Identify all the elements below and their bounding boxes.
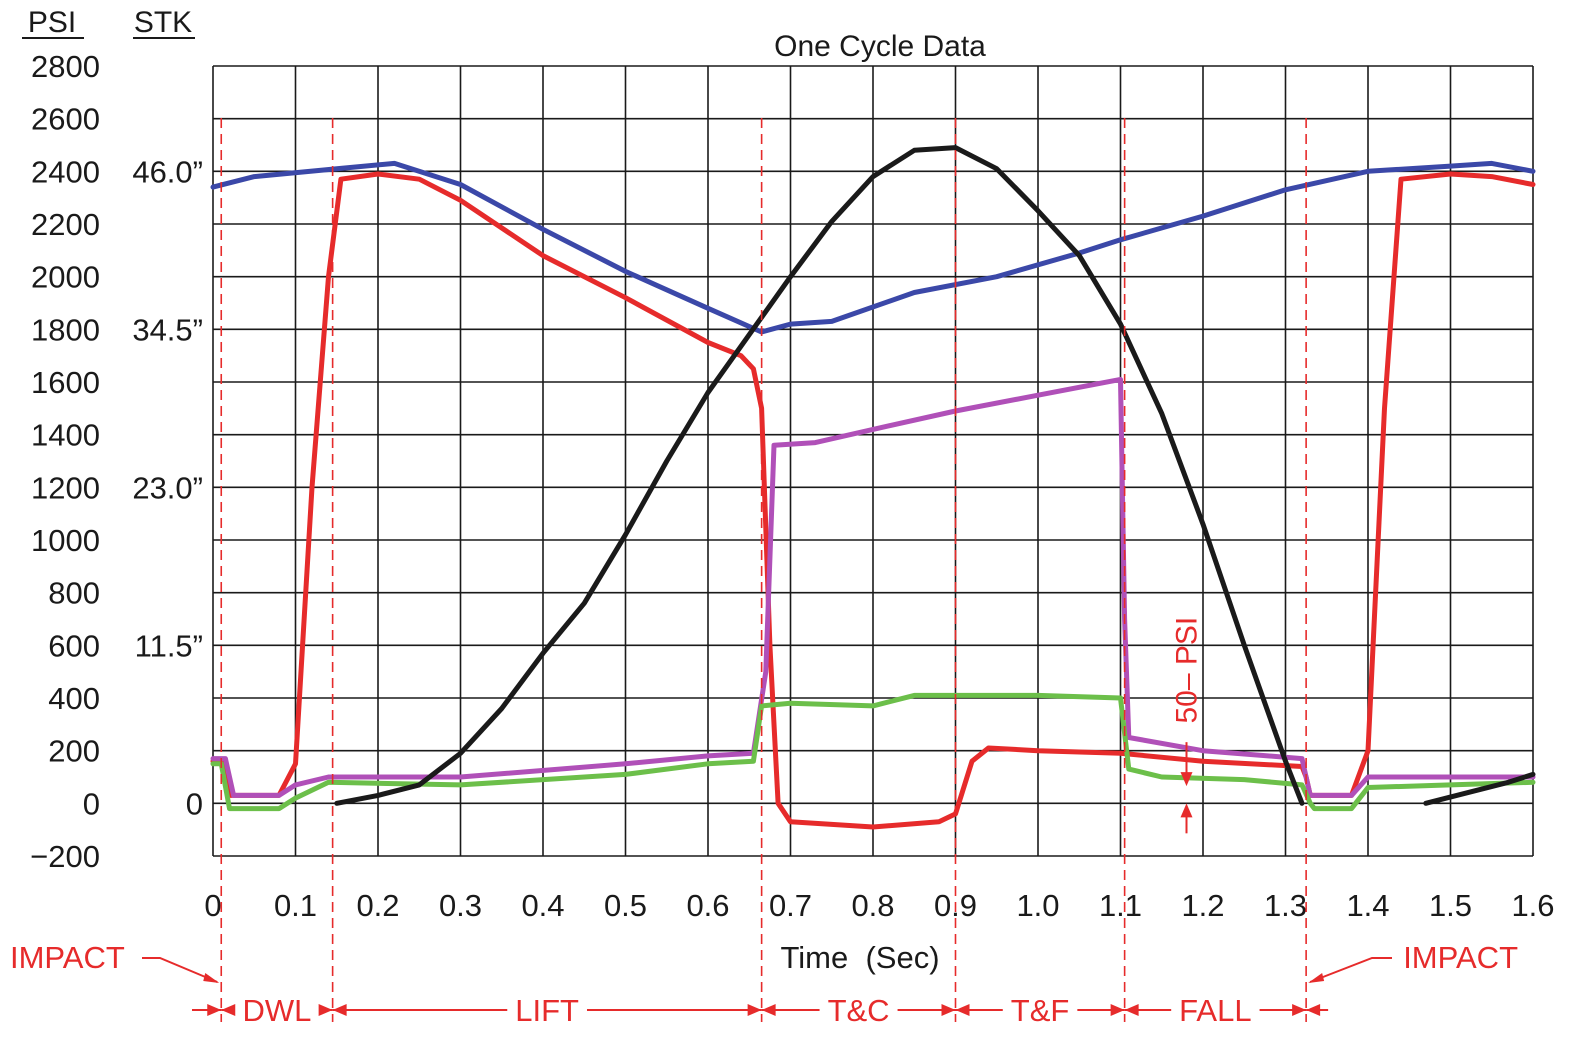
psi-axis-header: PSI <box>28 6 76 39</box>
phase-arrow-end-0 <box>318 1004 333 1016</box>
impact-left-arrowhead <box>203 973 220 983</box>
stk-header: STK <box>133 6 195 39</box>
psi-tick-label: 1200 <box>31 470 100 505</box>
series-line-3 <box>210 692 1536 812</box>
stk-tick-label: 0 <box>186 786 203 821</box>
phase-arrow-start-3 <box>955 1004 970 1016</box>
impact-right-arrow <box>1309 957 1392 983</box>
x-tick-label: 0.7 <box>769 888 812 923</box>
x-tick-label: 0.1 <box>274 888 317 923</box>
phase-arrow-start-1 <box>332 1004 347 1016</box>
phase-arrow-start-4 <box>1124 1004 1139 1016</box>
phase-arrow-start-2 <box>761 1004 776 1016</box>
psi-tick-label: 2800 <box>31 49 100 84</box>
psi-band-label: 50– PSI <box>1171 617 1204 724</box>
stk-tick-labels: 46.0” 34.5” 23.0” 11.5” 0 <box>132 154 203 821</box>
psi-tick-label: 1800 <box>31 312 100 347</box>
impact-left-tick-arrow <box>207 1004 222 1016</box>
psi-tick-label: 800 <box>48 576 100 611</box>
psi-tick-label: 2200 <box>31 207 100 242</box>
phase-label: T&C <box>828 993 890 1028</box>
x-tick-label: 0 <box>204 888 221 923</box>
phase-boundary-lines <box>220 118 1307 1022</box>
psi-band-annotation: 50– PSI <box>1171 617 1204 834</box>
x-tick-label: 1.3 <box>1264 888 1307 923</box>
psi-tick-label: 200 <box>48 734 100 769</box>
impact-left-arrow <box>142 957 218 983</box>
x-tick-label: 1.0 <box>1016 888 1059 923</box>
x-tick-label: 0.8 <box>851 888 894 923</box>
phase-arrow-end-3 <box>1110 1004 1125 1016</box>
phase-label: LIFT <box>515 993 579 1028</box>
x-tick-label: 0.5 <box>604 888 647 923</box>
x-tick-label: 1.2 <box>1181 888 1224 923</box>
impact-left-label: IMPACT <box>10 940 125 975</box>
phase-arrow-start-0 <box>221 1004 236 1016</box>
psi-band-upper-arrow <box>1180 772 1193 787</box>
x-tick-label: 0.2 <box>356 888 399 923</box>
psi-tick-label: 1400 <box>31 418 100 453</box>
impact-right-annotation: IMPACT <box>1308 940 1518 983</box>
psi-tick-label: 1600 <box>31 365 100 400</box>
x-tick-label: 0.6 <box>686 888 729 923</box>
grid <box>212 65 1534 857</box>
phase-label: T&F <box>1011 993 1070 1028</box>
impact-right-tick-arrow <box>1306 1004 1321 1016</box>
chart-title: One Cycle Data <box>774 30 986 63</box>
phase-arrow-end-1 <box>747 1004 762 1016</box>
psi-tick-label: 2600 <box>31 102 100 137</box>
psi-tick-label: 0 <box>83 786 100 821</box>
stk-tick-label: 11.5” <box>135 628 203 663</box>
series-line-4 <box>334 145 1305 806</box>
stk-tick-label: 34.5” <box>132 312 203 347</box>
psi-tick-label: 2400 <box>31 154 100 189</box>
stk-tick-label: 23.0” <box>132 470 203 505</box>
x-tick-labels: 0 0.1 0.2 0.3 0.4 0.5 0.6 0.7 0.8 0.9 1.0 1.1 1.2 1.3… <box>204 888 1554 923</box>
psi-tick-label: 600 <box>48 628 100 663</box>
x-tick-label: 1.6 <box>1511 888 1554 923</box>
series-lines <box>210 145 1536 830</box>
psi-tick-label: 400 <box>48 681 100 716</box>
phase-arrow-end-2 <box>941 1004 956 1016</box>
impact-right-arrowhead <box>1308 973 1325 983</box>
psi-tick-label: 1000 <box>31 523 100 558</box>
phase-label: FALL <box>1179 993 1251 1028</box>
impact-left-annotation: IMPACT <box>10 940 220 983</box>
psi-header: PSI <box>22 6 84 39</box>
stk-axis-header: STK <box>134 6 192 39</box>
x-tick-label: 0.3 <box>439 888 482 923</box>
x-tick-label: 1.5 <box>1429 888 1472 923</box>
phase-bar: DWL LIFT T&C T&F FALL <box>192 993 1329 1028</box>
psi-tick-label: −200 <box>30 839 100 874</box>
series-line-5 <box>1423 771 1536 806</box>
phase-label: DWL <box>242 993 311 1028</box>
x-tick-label: 1.1 <box>1099 888 1142 923</box>
series-line-2 <box>210 376 1536 798</box>
x-axis-label: Time (Sec) <box>780 940 939 975</box>
impact-right-label: IMPACT <box>1403 940 1518 975</box>
psi-tick-labels: 2800260024002200200018001600140012001000… <box>30 49 100 874</box>
phase-arrow-end-4 <box>1292 1004 1307 1016</box>
series-line-0 <box>210 160 1536 335</box>
x-tick-label: 0.4 <box>521 888 564 923</box>
stk-tick-label: 46.0” <box>132 154 203 189</box>
psi-band-lower-arrow <box>1180 803 1193 818</box>
x-tick-label: 1.4 <box>1346 888 1389 923</box>
psi-tick-label: 2000 <box>31 260 100 295</box>
